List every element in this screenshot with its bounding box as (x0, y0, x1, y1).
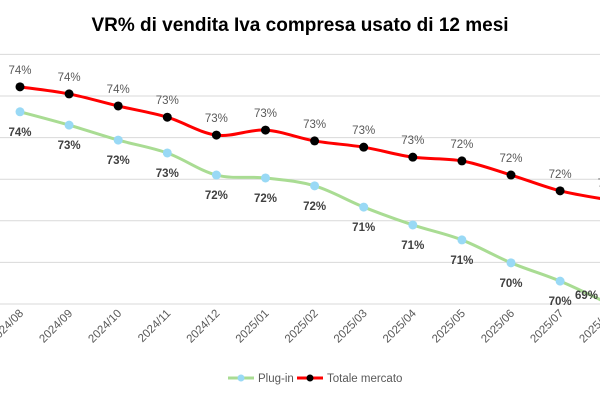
data-label-plug-in: 72% (303, 201, 326, 213)
x-tick-label: 2025/08 (577, 308, 600, 346)
data-label-totale-mercato: 72% (450, 139, 473, 151)
data-point-plug-in (162, 148, 172, 158)
data-label-plug-in: 73% (107, 155, 130, 167)
x-tick-label: 2024/09 (37, 308, 75, 346)
data-label-plug-in: 73% (58, 140, 81, 152)
x-tick-label: 2024/10 (86, 308, 124, 346)
legend-label-totale-mercato: Totale mercato (327, 373, 402, 385)
data-label-plug-in: 74% (8, 127, 31, 139)
data-label-plug-in: 71% (401, 240, 424, 252)
data-point-plug-in (555, 276, 565, 286)
data-label-totale-mercato: 73% (303, 119, 326, 131)
data-label-totale-mercato: 73% (401, 135, 424, 147)
data-point-totale-mercato (15, 82, 25, 92)
legend-item-totale-mercato[interactable]: Totale mercato (297, 373, 402, 385)
x-tick-label: 2025/06 (479, 308, 517, 346)
data-label-totale-mercato: 73% (156, 95, 179, 107)
data-point-plug-in (261, 173, 270, 183)
series-line-totale-mercato (19, 85, 600, 200)
data-point-totale-mercato (506, 170, 516, 180)
data-point-totale-mercato (113, 101, 123, 111)
data-label-totale-mercato: 74% (107, 84, 130, 96)
x-tick-label: 2025/05 (430, 308, 468, 346)
data-point-plug-in (64, 120, 74, 130)
data-label-plug-in: 70% (549, 296, 572, 308)
data-point-plug-in (408, 220, 418, 230)
data-point-plug-in (310, 181, 320, 191)
data-label-plug-in: 70% (499, 278, 522, 290)
x-tick-label: 2024/08 (0, 308, 26, 346)
data-point-totale-mercato (310, 136, 320, 146)
legend-item-plug-in[interactable]: Plug-in (228, 373, 294, 385)
data-point-plug-in (457, 235, 467, 245)
data-point-totale-mercato (211, 130, 221, 140)
data-point-totale-mercato (457, 156, 467, 166)
x-tick-label: 2025/03 (332, 308, 370, 346)
data-label-totale-mercato: 72% (549, 169, 572, 181)
data-label-totale-mercato: 74% (58, 72, 81, 84)
data-point-plug-in (113, 135, 123, 145)
data-label-plug-in: 73% (156, 168, 179, 180)
data-label-totale-mercato: 72% (499, 153, 522, 165)
data-label-plug-in: 72% (205, 190, 228, 202)
data-point-totale-mercato (408, 152, 418, 162)
data-point-totale-mercato (162, 112, 172, 122)
x-tick-label: 2024/12 (185, 308, 223, 346)
data-label-plug-in: 71% (450, 255, 473, 267)
legend-label-plug-in: Plug-in (258, 373, 294, 385)
data-label-plug-in: 71% (352, 222, 375, 234)
data-label-totale-mercato: 73% (254, 108, 277, 120)
legend-marker-totale-mercato (306, 374, 314, 382)
data-point-plug-in (506, 258, 516, 268)
legend: Plug-in Totale mercato (228, 373, 402, 385)
x-tick-label: 2025/01 (234, 308, 272, 346)
data-point-plug-in (211, 170, 221, 180)
data-label-totale-mercato: 73% (352, 125, 375, 137)
data-point-totale-mercato (555, 186, 565, 196)
data-label-totale-mercato: 74% (8, 65, 31, 77)
data-label-plug-in: 72% (254, 193, 277, 205)
data-point-totale-mercato (261, 125, 270, 135)
legend-marker-plug-in (237, 374, 245, 382)
data-point-plug-in (15, 107, 25, 117)
data-label-plug-in: 69% (575, 290, 598, 302)
x-tick-label: 2024/11 (136, 308, 173, 345)
data-label-totale-mercato: 72% (598, 178, 600, 190)
data-point-plug-in (359, 202, 369, 212)
data-label-totale-mercato: 73% (205, 113, 228, 125)
x-tick-label: 2025/07 (528, 308, 566, 346)
x-tick-label: 2025/02 (283, 308, 321, 346)
x-tick-label: 2025/04 (381, 307, 419, 345)
chart-title: VR% di vendita Iva compresa usato di 12 … (91, 15, 508, 36)
data-point-totale-mercato (64, 89, 74, 99)
data-point-totale-mercato (359, 142, 369, 152)
